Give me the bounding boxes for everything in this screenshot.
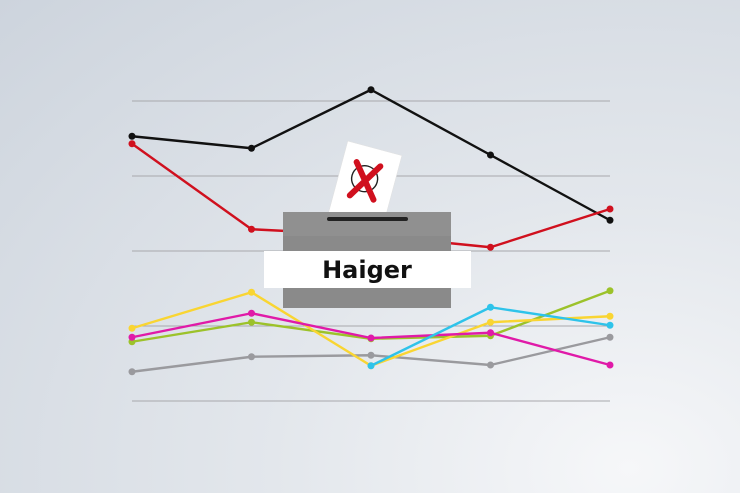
data-point	[367, 362, 375, 370]
data-point	[606, 321, 614, 329]
data-point	[248, 225, 255, 233]
ballot-paper	[327, 140, 403, 230]
series-6	[367, 303, 614, 370]
data-point	[606, 333, 614, 341]
data-point	[128, 333, 136, 341]
data-point	[248, 353, 255, 361]
data-point	[606, 216, 614, 224]
ballot-box-label: Haiger	[322, 256, 412, 284]
data-point	[606, 312, 614, 320]
data-point	[128, 324, 136, 332]
ballot-box: Haiger	[264, 140, 471, 308]
data-point	[487, 361, 494, 369]
data-point	[248, 309, 255, 317]
data-point	[487, 243, 494, 251]
ballot-circle	[350, 164, 379, 193]
data-point	[606, 205, 614, 213]
ballot-box-lid	[283, 212, 451, 236]
data-point	[248, 288, 255, 296]
data-point	[128, 132, 136, 140]
data-point	[128, 368, 136, 376]
data-point	[487, 151, 494, 159]
data-point	[248, 144, 255, 152]
data-point	[606, 287, 614, 295]
series-5	[128, 309, 614, 369]
data-point	[367, 351, 375, 359]
data-point	[606, 361, 614, 369]
data-point	[248, 318, 255, 326]
series-0	[128, 86, 614, 224]
data-point	[367, 334, 375, 342]
series-2	[128, 333, 614, 376]
data-point	[128, 140, 136, 148]
data-point	[487, 303, 494, 311]
data-point	[487, 318, 494, 326]
data-point	[487, 329, 494, 337]
data-point	[367, 86, 375, 94]
ballot-cross-icon	[346, 159, 384, 203]
ballot-box-label-bg	[264, 251, 471, 288]
ballot-slot	[327, 217, 408, 221]
